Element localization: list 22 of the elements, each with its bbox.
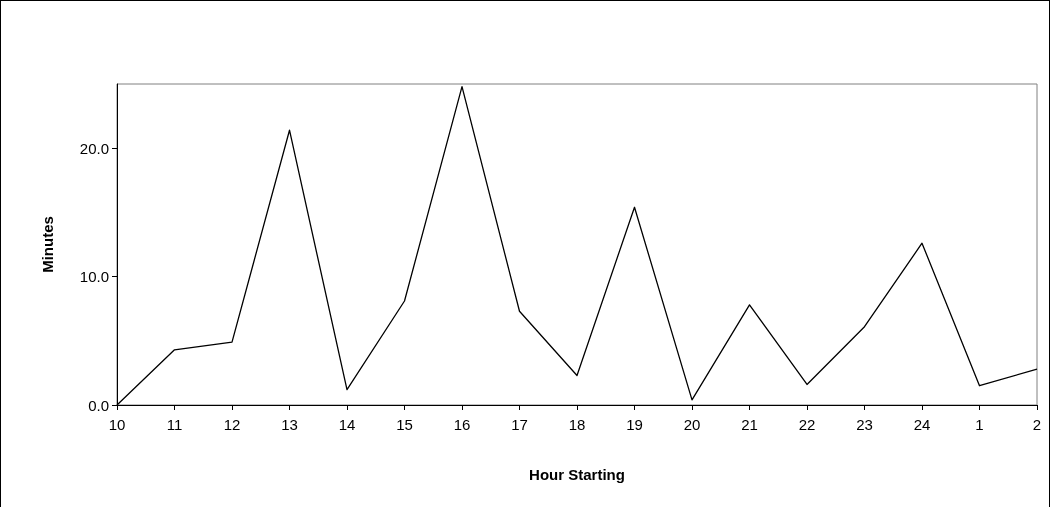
x-tick-label: 10 (108, 416, 126, 433)
x-tick-label: 15 (396, 416, 413, 433)
y-tick-label: 0.0 (88, 396, 109, 414)
x-tick-label: 20 (683, 416, 701, 433)
x-tick-label: 2 (1032, 416, 1042, 433)
x-tick-label: 21 (741, 416, 758, 433)
x-tick-label: 11 (166, 416, 183, 433)
x-tick-label: 16 (453, 416, 471, 433)
x-tick-label: 19 (626, 416, 643, 433)
y-tick-label: 20.0 (79, 139, 109, 157)
x-tick-label: 24 (913, 416, 931, 433)
x-tick-label: 12 (223, 416, 241, 433)
y-tick-label: 10.0 (79, 268, 109, 286)
x-tick-label: 23 (856, 416, 873, 433)
x-tick-label: 1 (975, 416, 984, 433)
x-tick-label: 22 (798, 416, 816, 433)
x-tick-label: 13 (281, 416, 298, 433)
x-tick-label: 14 (338, 416, 356, 433)
x-tick-label: 18 (568, 416, 586, 433)
x-tick-label: 17 (511, 416, 528, 433)
y-axis-title: Minutes (39, 216, 56, 273)
x-axis-title: Hour Starting (529, 466, 625, 483)
